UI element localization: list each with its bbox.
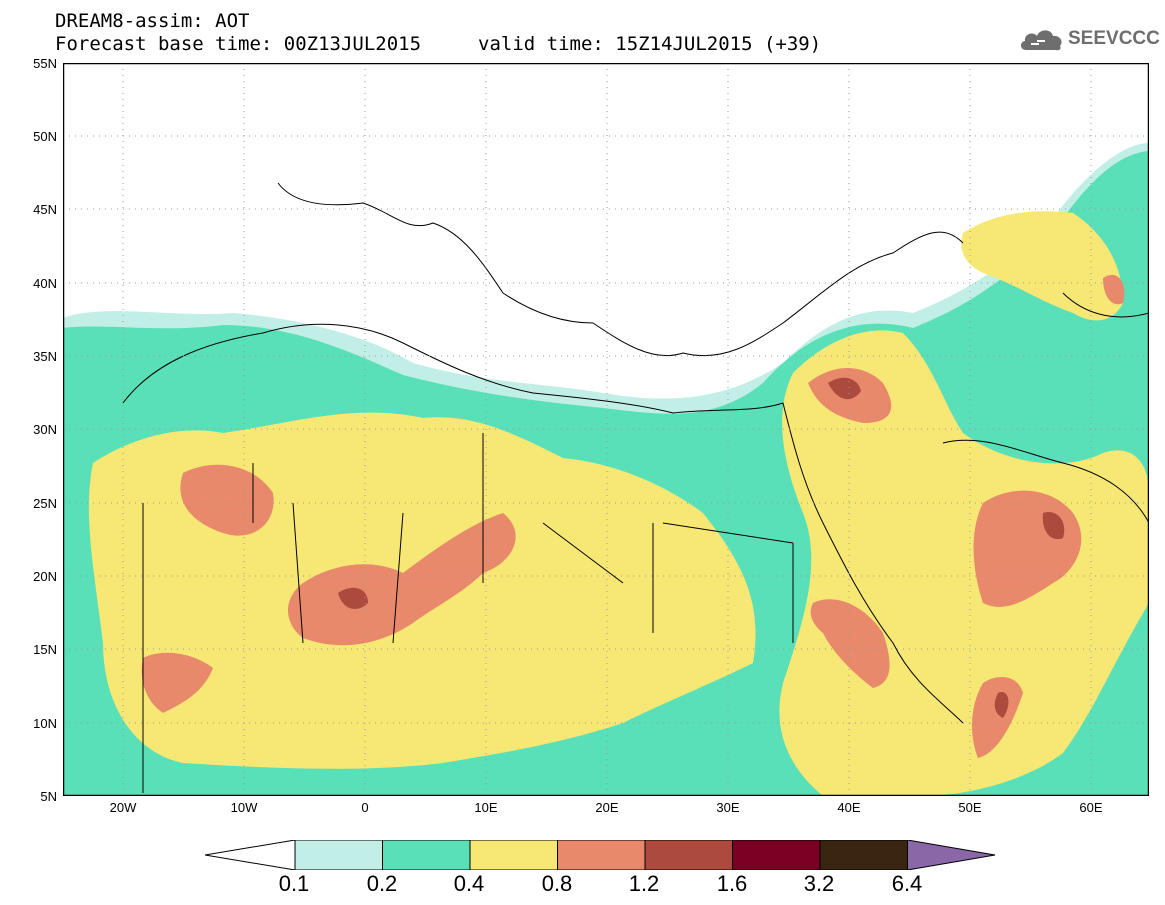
lat-label: 25N xyxy=(33,496,57,511)
colorbar xyxy=(205,840,996,870)
colorbar-label: 0.1 xyxy=(278,871,310,896)
colorbar-label: 0.2 xyxy=(366,871,398,896)
lon-label: 50E xyxy=(958,800,982,815)
lon-label: 0 xyxy=(361,800,369,815)
lat-label: 35N xyxy=(33,349,57,364)
lat-label: 45N xyxy=(33,202,57,217)
colorbar-label: 1.2 xyxy=(628,871,660,896)
colorbar-bin xyxy=(294,840,383,870)
colorbar-bin xyxy=(644,840,733,870)
colorbar-under-triangle xyxy=(205,840,296,870)
colorbar-label: 3.2 xyxy=(803,871,835,896)
coastlines xyxy=(122,182,1149,793)
cloud-icon xyxy=(1020,30,1062,51)
grid xyxy=(63,63,1149,796)
logo-text: SEEVCCC xyxy=(1068,28,1160,49)
seevccc-logo: SEEVCCC xyxy=(1018,24,1160,56)
lat-label: 50N xyxy=(33,129,57,144)
colorbar-over-triangle xyxy=(907,840,996,870)
lon-label: 40E xyxy=(837,800,861,815)
aot-field xyxy=(63,143,1149,796)
lon-label: 20W xyxy=(109,800,137,815)
lat-label: 55N xyxy=(33,56,57,71)
lat-label: 15N xyxy=(33,642,57,657)
forecast-base-time: Forecast base time: 00Z13JUL2015 xyxy=(55,33,422,55)
colorbar-label: 0.8 xyxy=(541,871,573,896)
colorbar-bin xyxy=(732,840,821,870)
lat-label: 30N xyxy=(33,422,57,437)
valid-time: valid time: 15Z14JUL2015 (+39) xyxy=(478,33,822,55)
lat-label: 40N xyxy=(33,276,57,291)
colorbar-label: 1.6 xyxy=(716,871,748,896)
lon-label: 20E xyxy=(595,800,619,815)
lon-label: 60E xyxy=(1079,800,1103,815)
colorbar-label: 6.4 xyxy=(891,871,923,896)
lon-label: 10W xyxy=(230,800,258,815)
aot-map xyxy=(63,63,1149,796)
colorbar-label: 0.4 xyxy=(453,871,485,896)
colorbar-bin xyxy=(557,840,646,870)
colorbar-bin xyxy=(382,840,471,870)
map-frame xyxy=(63,63,1149,796)
lon-label: 30E xyxy=(716,800,740,815)
colorbar-bin xyxy=(469,840,558,870)
colorbar-bin xyxy=(819,840,908,870)
lat-label: 10N xyxy=(33,716,57,731)
lat-label: 5N xyxy=(40,789,57,804)
map-title: DREAM8-assim: AOT xyxy=(55,10,250,32)
lon-label: 10E xyxy=(474,800,498,815)
lat-label: 20N xyxy=(33,569,57,584)
